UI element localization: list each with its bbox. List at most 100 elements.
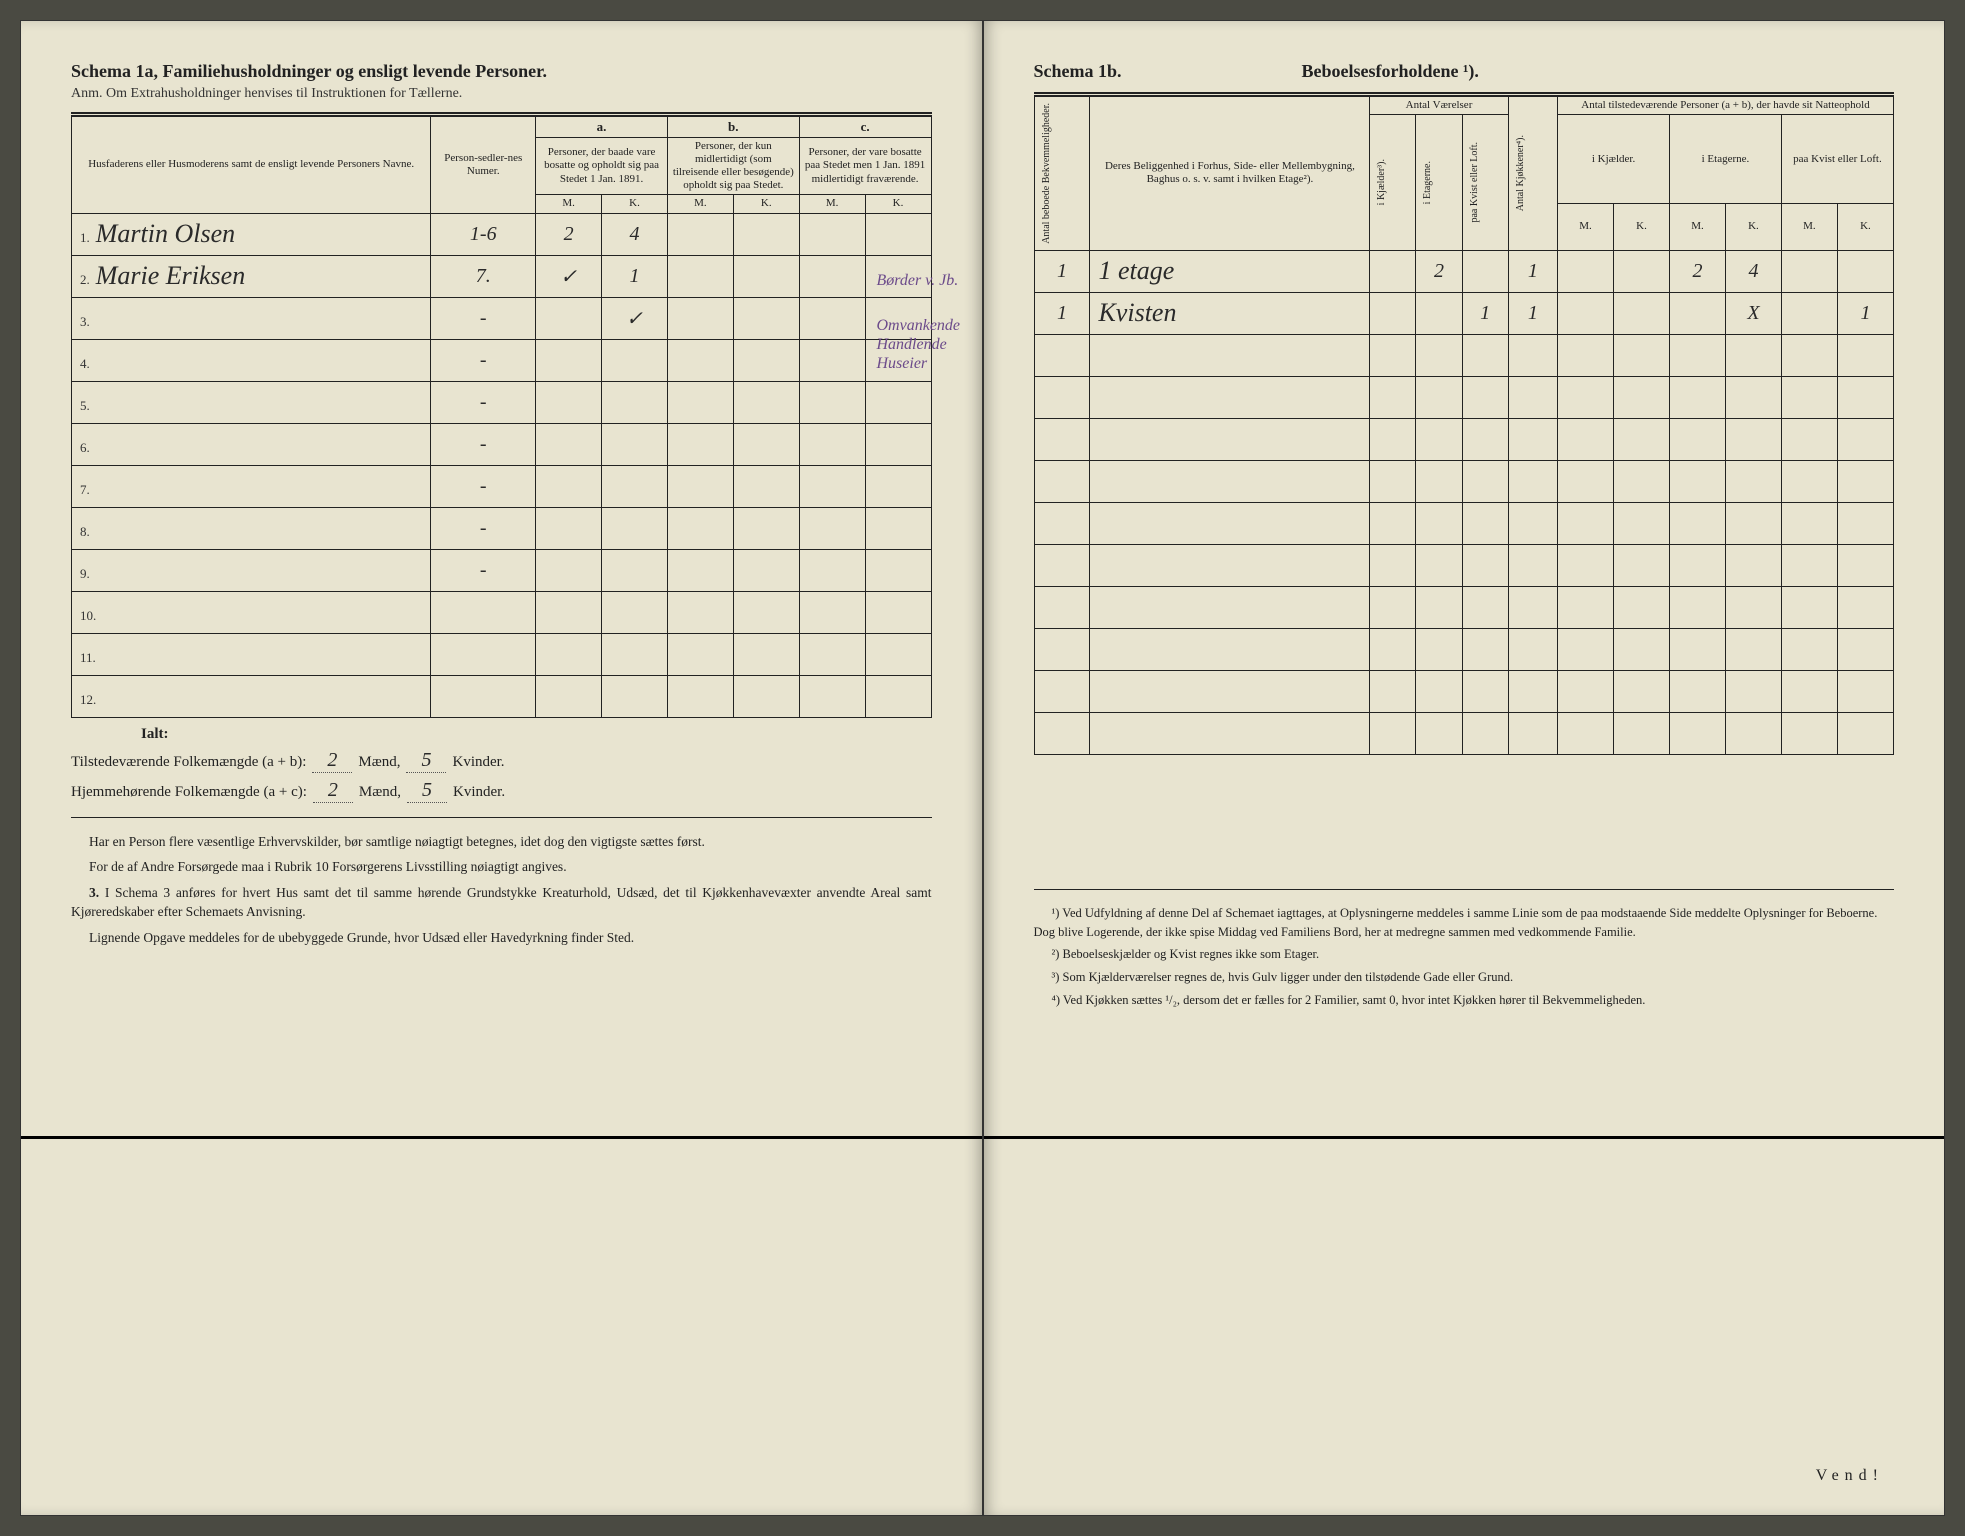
col-a-label: a. xyxy=(536,117,668,138)
col-a-text: Personer, der baade vare bosatte og opho… xyxy=(536,137,668,195)
table-1a: Husfaderens eller Husmoderens samt de en… xyxy=(71,116,932,718)
col-c-label: c. xyxy=(799,117,931,138)
col-n-etagerne: i Etagerne. xyxy=(1669,115,1781,204)
table-row: 3.-✓ xyxy=(72,297,932,339)
col-b-label: b. xyxy=(667,117,799,138)
para2: For de af Andre Forsørgede maa i Rubrik … xyxy=(71,857,932,877)
table-row: 12. xyxy=(72,675,932,717)
table-row: 7.- xyxy=(72,465,932,507)
col-et-m: M. xyxy=(1669,204,1725,251)
fn3: ³) Som Kjælderværelser regnes de, hvis G… xyxy=(1034,968,1895,987)
table-row: 6.- xyxy=(72,423,932,465)
table-row: 10. xyxy=(72,591,932,633)
table-row: 11 etage2124 xyxy=(1034,250,1894,292)
table-1b-body: 11 etage21241Kvisten11X1 xyxy=(1034,250,1894,754)
table-row xyxy=(1034,712,1894,754)
col-tilstedevaerende: Antal tilstedeværende Personer (a + b), … xyxy=(1558,97,1894,115)
tot1-m: 2 xyxy=(312,749,352,773)
tot1-k: 5 xyxy=(406,749,446,773)
fn1: ¹) Ved Udfyldning af denne Del af Schema… xyxy=(1034,904,1895,942)
footnotes: ¹) Ved Udfyldning af denne Del af Schema… xyxy=(1034,904,1895,1010)
table-row xyxy=(1034,460,1894,502)
fn2: ²) Beboelseskjælder og Kvist regnes ikke… xyxy=(1034,945,1895,964)
rule-2 xyxy=(71,817,932,818)
table-row: 1Kvisten11X1 xyxy=(1034,292,1894,334)
table-row: 11. xyxy=(72,633,932,675)
col-bekv: Antal beboede Bekvemmeligheder. xyxy=(1039,99,1055,248)
col-kv-m: M. xyxy=(1781,204,1837,251)
table-row xyxy=(1034,670,1894,712)
table-row: 9.- xyxy=(72,549,932,591)
col-kj-m: M. xyxy=(1558,204,1614,251)
tot2-k: 5 xyxy=(407,779,447,803)
col-n-kvist: paa Kvist eller Loft. xyxy=(1781,115,1893,204)
black-bar-left xyxy=(21,1136,982,1139)
tot1-label: Tilstedeværende Folkemængde (a + b): xyxy=(71,754,306,771)
tot2-label: Hjemmehørende Folkemængde (a + c): xyxy=(71,784,307,801)
schema-1b-title: Schema 1b. Beboelsesforholdene ¹). xyxy=(1034,61,1895,82)
col-name: Husfaderens eller Husmoderens samt de en… xyxy=(72,117,431,214)
col-kj-k: K. xyxy=(1614,204,1670,251)
tot1-m-unit: Mænd, xyxy=(358,754,400,771)
col-b-m: M. xyxy=(667,195,733,213)
schema-1a-heading: Familiehusholdninger og ensligt levende … xyxy=(163,61,548,81)
table-row: 5.- xyxy=(72,381,932,423)
col-sedler: Person-sedler-nes Numer. xyxy=(431,117,536,214)
col-a-k: K. xyxy=(602,195,668,213)
col-c-k: K. xyxy=(865,195,931,213)
table-row xyxy=(1034,628,1894,670)
table-row: 2.Marie Eriksen7.✓1 xyxy=(72,255,932,297)
col-beliggenhed: Deres Beliggenhed i Forhus, Side- eller … xyxy=(1090,97,1370,251)
col-c-m: M. xyxy=(799,195,865,213)
table-row: 4.- xyxy=(72,339,932,381)
table-1b: Antal beboede Bekvemmeligheder. Deres Be… xyxy=(1034,96,1895,755)
col-vaerelser: Antal Værelser xyxy=(1370,97,1508,115)
tot2-m: 2 xyxy=(313,779,353,803)
totals-block: Ialt: Tilstedeværende Folkemængde (a + b… xyxy=(71,726,932,803)
para3: 3. I Schema 3 anføres for hvert Hus samt… xyxy=(71,883,932,922)
col-kv-k: K. xyxy=(1837,204,1893,251)
table-row: 8.- xyxy=(72,507,932,549)
schema-1a-anm: Anm. Om Extrahusholdninger henvises til … xyxy=(71,86,932,102)
vend-label: Vend! xyxy=(1816,1467,1884,1485)
table-row xyxy=(1034,586,1894,628)
page-left: Schema 1a, Familiehusholdninger og ensli… xyxy=(20,20,983,1516)
col-et-k: K. xyxy=(1725,204,1781,251)
col-b-text: Personer, der kun midlertidigt (som tilr… xyxy=(667,137,799,195)
tot2-k-unit: Kvinder. xyxy=(453,784,505,801)
ialt-label: Ialt: xyxy=(141,726,932,743)
tot2-m-unit: Mænd, xyxy=(359,784,401,801)
para3-text: I Schema 3 anføres for hvert Hus samt de… xyxy=(71,885,932,920)
page-right: Schema 1b. Beboelsesforholdene ¹). Antal… xyxy=(983,20,1946,1516)
table-row: 1.Martin Olsen1-624 xyxy=(72,213,932,255)
schema-1a-label: Schema 1a, xyxy=(71,61,158,81)
col-kjokkener: Antal Kjøkkener⁴). xyxy=(1513,131,1529,215)
tot1-k-unit: Kvinder. xyxy=(452,754,504,771)
rule-r2 xyxy=(1034,889,1895,890)
black-bar-right xyxy=(984,1136,1945,1139)
table-row xyxy=(1034,502,1894,544)
col-v-etagerne: i Etagerne. xyxy=(1420,157,1436,208)
table-row xyxy=(1034,418,1894,460)
col-c-text: Personer, der vare bosatte paa Stedet me… xyxy=(799,137,931,195)
table-row xyxy=(1034,334,1894,376)
para3-label: 3. xyxy=(89,885,99,900)
col-b-k: K. xyxy=(733,195,799,213)
schema-1a-title: Schema 1a, Familiehusholdninger og ensli… xyxy=(71,61,932,82)
para1: Har en Person flere væsentlige Erhvervsk… xyxy=(71,832,932,852)
table-1a-body: 1.Martin Olsen1-6242.Marie Eriksen7.✓13.… xyxy=(72,213,932,717)
margin-note-1: Børder v. Jb. xyxy=(877,271,987,290)
para4: Lignende Opgave meddeles for de ubebygge… xyxy=(71,928,932,948)
table-row xyxy=(1034,544,1894,586)
col-v-kjaelder: i Kjælder³). xyxy=(1374,155,1390,209)
body-text-left: Har en Person flere væsentlige Erhvervsk… xyxy=(71,832,932,948)
totals-line-1: Tilstedeværende Folkemængde (a + b): 2 M… xyxy=(71,749,932,773)
fn4: ⁴) Ved Kjøkken sættes ¹/₂, dersom det er… xyxy=(1034,991,1895,1010)
col-v-kvist: paa Kvist eller Loft. xyxy=(1467,138,1483,227)
totals-line-2: Hjemmehørende Folkemængde (a + c): 2 Mæn… xyxy=(71,779,932,803)
schema-1b-label: Schema 1b. xyxy=(1034,61,1122,82)
col-a-m: M. xyxy=(536,195,602,213)
margin-note-2: Omvankende Handlende Huseier xyxy=(877,316,987,374)
document-spread: Schema 1a, Familiehusholdninger og ensli… xyxy=(20,20,1945,1516)
col-n-kjaelder: i Kjælder. xyxy=(1558,115,1670,204)
